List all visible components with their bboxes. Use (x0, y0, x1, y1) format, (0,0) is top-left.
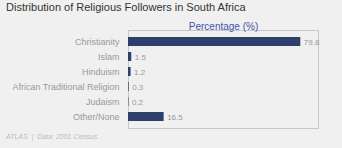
svg-text:0.2: 0.2 (132, 98, 144, 107)
svg-text:Other/None: Other/None (73, 112, 120, 122)
svg-text:Islam: Islam (98, 52, 120, 62)
svg-text:16.5: 16.5 (167, 113, 183, 122)
html-text:ATLAS | Data: 2001 Census: ATLAS | Data: 2001 Census (6, 133, 98, 140)
svg-text:0.3: 0.3 (132, 83, 144, 92)
html-text:Distribution of Religious Foll: Distribution of Religious Followers in S… (6, 1, 246, 13)
svg-text:Hinduism: Hinduism (82, 67, 120, 77)
svg-text:1.5: 1.5 (135, 53, 147, 62)
svg-text:Percentage (%): Percentage (%) (189, 21, 258, 32)
svg-text:79.8: 79.8 (304, 38, 320, 47)
svg-text:African Traditional Religion: African Traditional Religion (12, 82, 119, 92)
svg-text:Christianity: Christianity (75, 37, 120, 47)
svg-text:Judaism: Judaism (86, 97, 120, 107)
svg-text:1.2: 1.2 (134, 68, 146, 77)
